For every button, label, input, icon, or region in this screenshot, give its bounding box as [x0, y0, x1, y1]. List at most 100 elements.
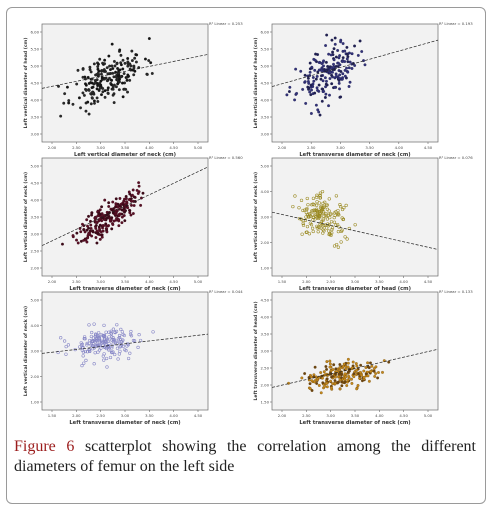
data-point: [90, 330, 94, 335]
data-point: [332, 216, 336, 220]
data-point: [100, 235, 104, 239]
data-point: [82, 228, 86, 232]
data-point: [343, 74, 347, 78]
data-point: [110, 338, 114, 342]
data-point: [96, 84, 100, 88]
data-point: [108, 76, 111, 80]
data-point: [313, 91, 317, 95]
data-point: [318, 222, 322, 226]
data-point: [149, 61, 153, 65]
data-point: [94, 216, 98, 220]
y-tick-label: 2.00: [261, 382, 270, 387]
data-point: [346, 365, 350, 369]
data-point: [328, 215, 332, 220]
data-point: [324, 82, 328, 86]
data-point: [106, 86, 110, 90]
data-point: [111, 223, 115, 226]
data-point: [321, 60, 325, 64]
data-point: [307, 232, 312, 236]
r-squared-label: R² Linear = 0.044: [209, 289, 243, 294]
data-point: [343, 381, 347, 385]
data-point: [118, 212, 122, 216]
data-point: [84, 109, 88, 113]
data-point: [310, 226, 315, 230]
data-point: [377, 371, 380, 374]
data-point: [118, 345, 122, 349]
data-point: [352, 375, 356, 379]
data-point: [120, 81, 124, 85]
data-point: [95, 96, 99, 100]
data-point: [308, 221, 313, 225]
data-point: [81, 354, 85, 358]
data-point: [129, 334, 134, 338]
data-point: [71, 234, 75, 238]
data-point: [128, 67, 132, 71]
y-tick-label: 4.00: [261, 314, 270, 319]
data-point: [119, 53, 123, 57]
scatter-plot-2: 2.00 2.50 3.00 3.50 4.00 4.50 3.00 3.50 4.00 4.50…: [253, 21, 473, 158]
x-tick-label: 4.00: [375, 413, 384, 418]
data-point: [328, 93, 331, 97]
data-point: [350, 377, 353, 381]
data-point: [313, 365, 317, 369]
data-point: [107, 224, 111, 228]
data-point: [119, 204, 123, 208]
data-point: [92, 99, 96, 103]
data-point: [122, 72, 126, 75]
data-point: [104, 76, 108, 80]
data-point: [99, 230, 103, 234]
data-point: [76, 241, 80, 245]
data-point: [98, 237, 102, 241]
x-tick-label: 4.50: [399, 413, 408, 418]
y-tick-label: 3.00: [31, 131, 40, 136]
data-point: [109, 350, 114, 354]
data-point: [331, 50, 335, 54]
data-point: [122, 214, 126, 218]
data-point: [124, 349, 128, 353]
data-point: [360, 379, 364, 383]
data-point: [358, 39, 362, 43]
data-point: [116, 67, 120, 70]
plot-area: [271, 157, 439, 277]
data-point: [309, 112, 313, 115]
data-point: [341, 60, 344, 64]
data-point: [97, 348, 102, 352]
data-point: [328, 77, 332, 80]
y-tick-label: 4.50: [31, 80, 40, 85]
data-point: [337, 225, 341, 229]
data-point: [330, 38, 334, 42]
data-point: [340, 207, 345, 212]
data-point: [325, 203, 329, 207]
data-point: [337, 372, 341, 376]
y-tick-label: 5.00: [261, 63, 270, 68]
x-tick-label: 3.50: [375, 279, 384, 284]
data-point: [86, 100, 90, 104]
data-point: [139, 203, 143, 207]
data-point: [328, 362, 332, 366]
data-point: [340, 384, 344, 388]
x-axis-label: Left transverse diameter of neck (cm): [299, 152, 410, 158]
data-point: [344, 203, 348, 208]
scatter-panel-4: 1.50 2.00 2.50 3.00 3.50 4.00 4.50 1.00 2.00 3.00…: [252, 152, 473, 294]
data-point: [327, 52, 331, 56]
data-point: [362, 375, 366, 379]
x-tick-label: 3.50: [121, 279, 130, 284]
y-tick-label: 6.00: [261, 29, 270, 34]
x-tick-label: 2.00: [48, 145, 57, 150]
data-point: [114, 202, 118, 206]
data-point: [354, 362, 358, 366]
data-point: [99, 339, 104, 343]
data-point: [96, 214, 100, 218]
data-point: [132, 66, 136, 70]
y-tick-label: 5.00: [31, 63, 40, 68]
x-axis-label: Left transverse diameter of head (cm): [299, 286, 411, 292]
data-point: [114, 75, 118, 79]
data-point: [79, 106, 82, 110]
data-point: [105, 79, 109, 83]
data-point: [331, 382, 335, 386]
data-point: [343, 68, 347, 72]
data-point: [97, 89, 101, 92]
y-tick-label: 3.00: [261, 131, 270, 136]
data-point: [346, 357, 350, 361]
data-point: [325, 33, 329, 37]
